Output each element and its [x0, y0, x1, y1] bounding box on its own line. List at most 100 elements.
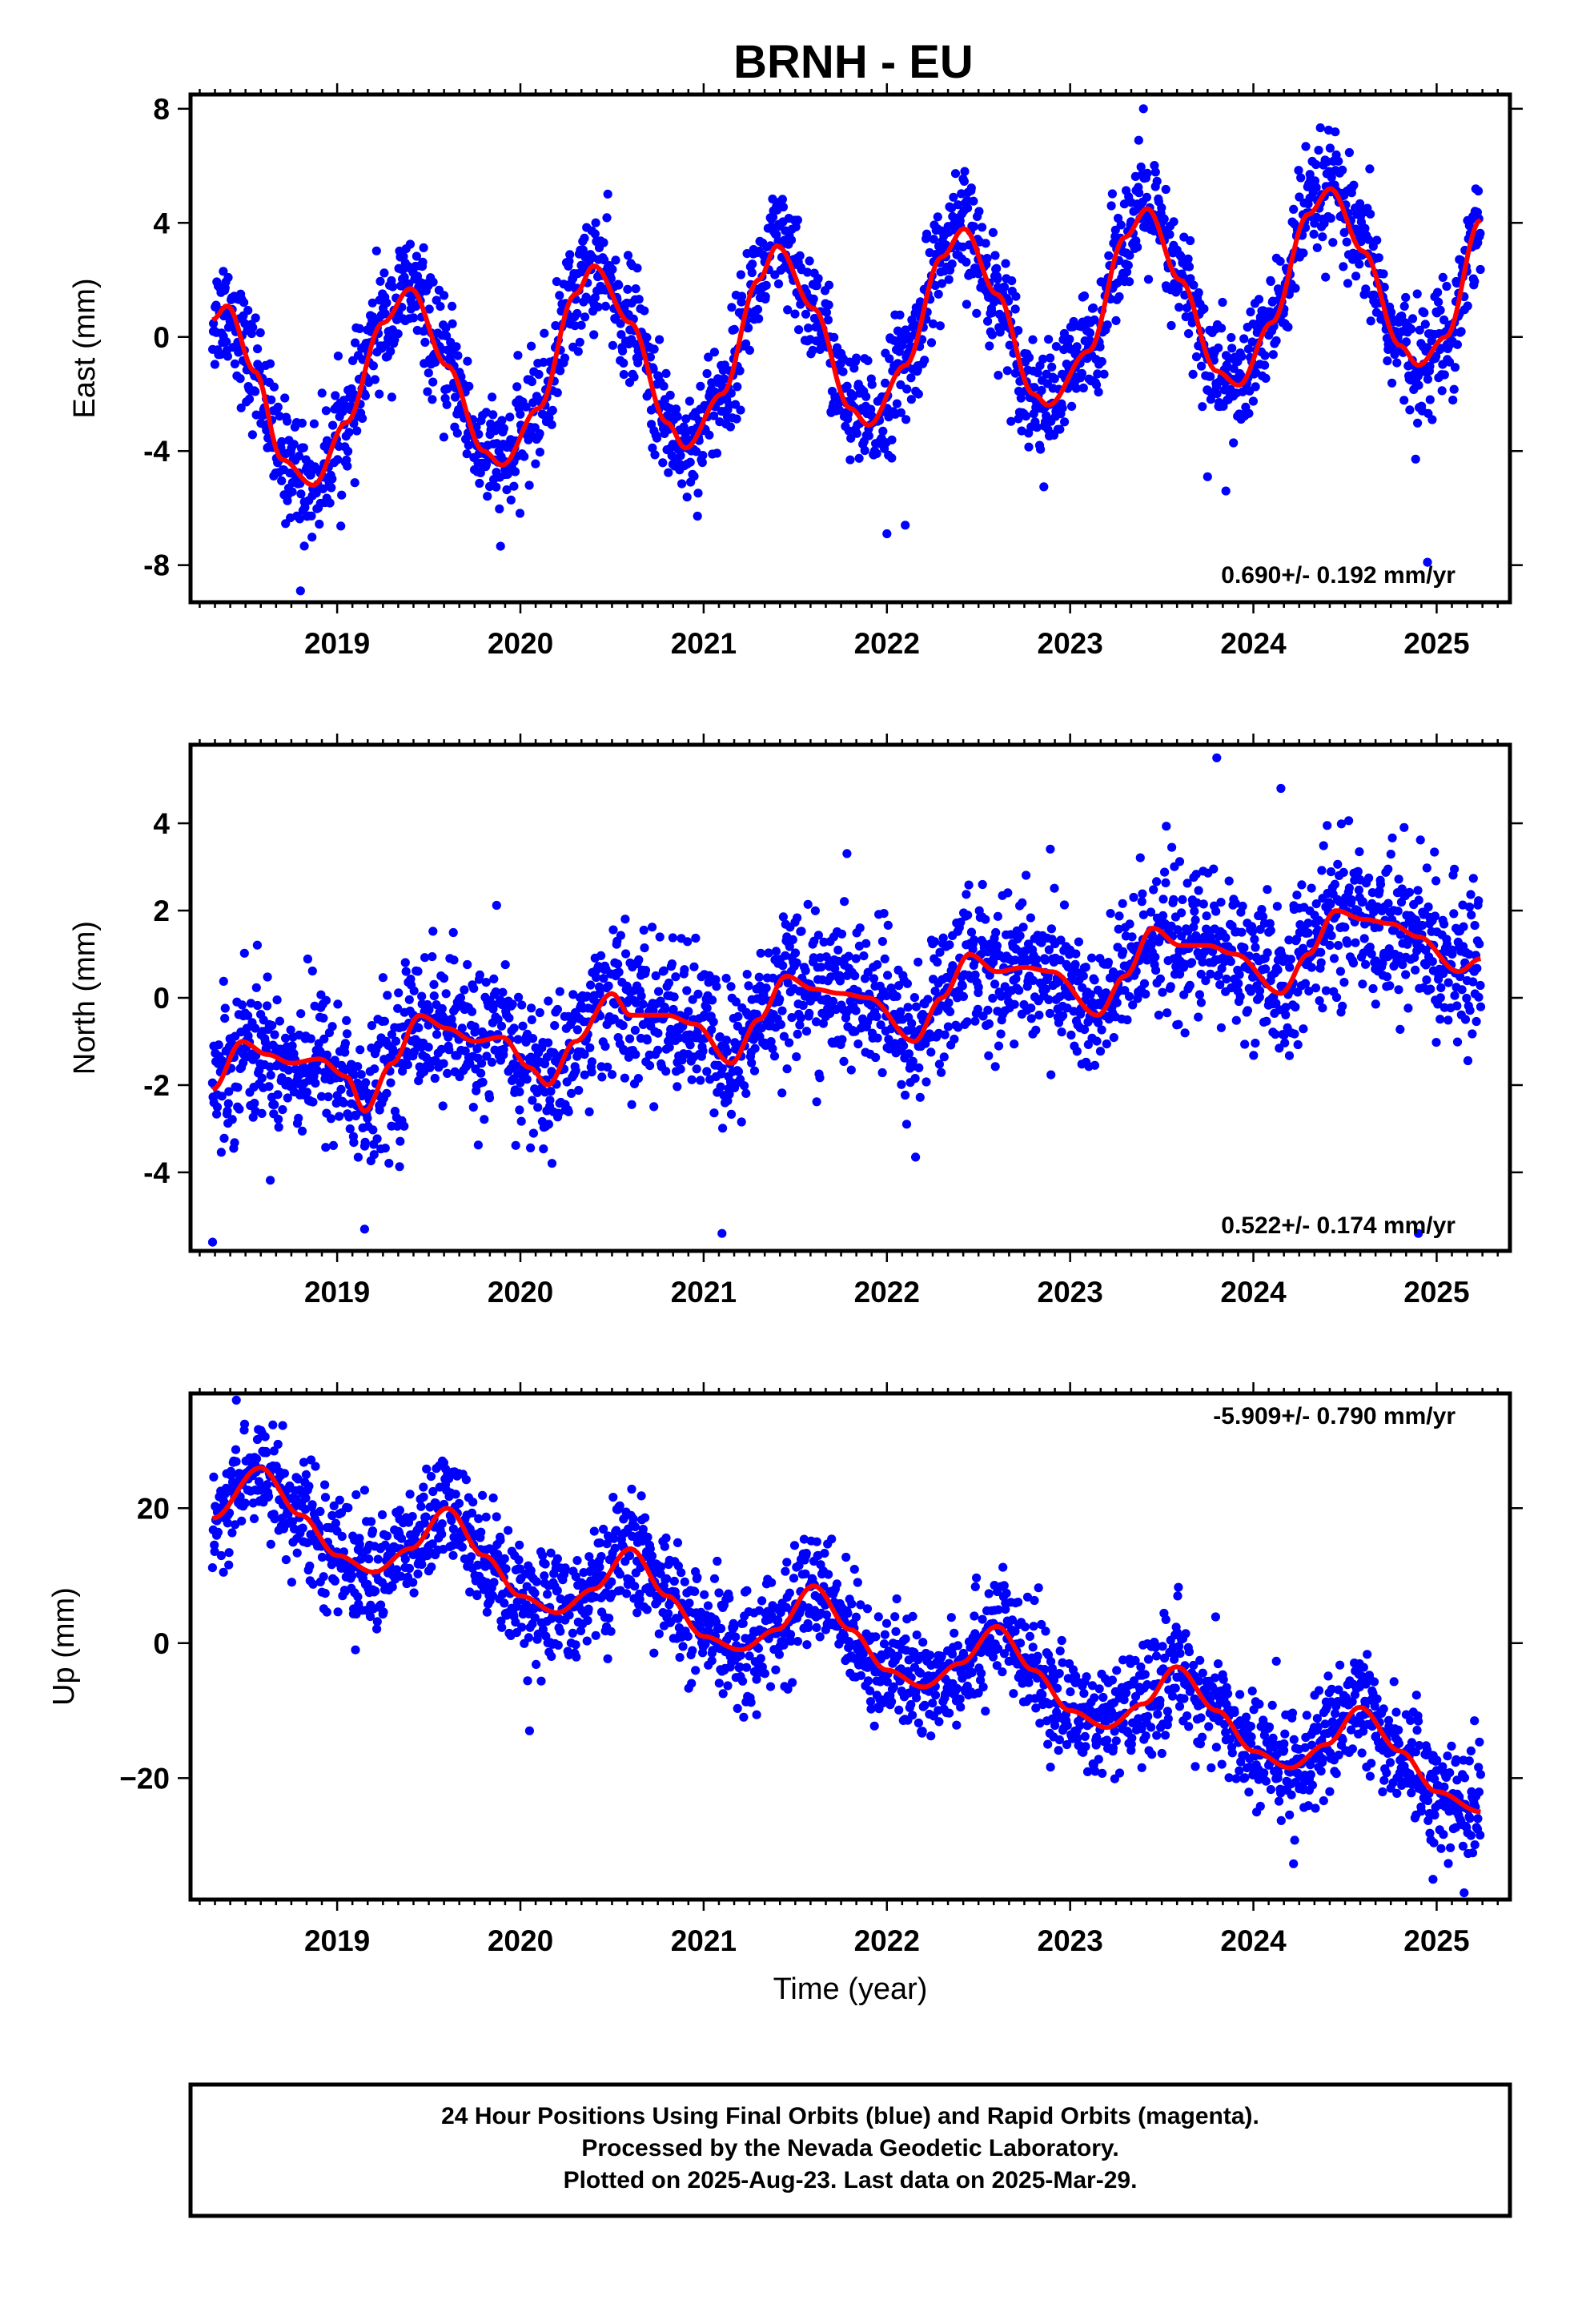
data-point	[1353, 866, 1363, 876]
data-point	[785, 1038, 794, 1047]
data-point	[1361, 284, 1371, 294]
data-point	[792, 958, 801, 967]
data-point	[299, 443, 308, 452]
data-point	[1102, 1039, 1111, 1049]
data-point	[248, 323, 258, 332]
data-point	[1403, 1003, 1413, 1013]
data-point	[990, 297, 999, 307]
data-point	[267, 395, 276, 404]
data-point	[480, 1115, 489, 1124]
data-point	[1447, 949, 1457, 959]
data-point	[611, 255, 620, 265]
data-point	[642, 332, 652, 342]
data-point	[526, 1143, 536, 1152]
data-point	[473, 1140, 484, 1150]
data-point	[1343, 939, 1352, 948]
data-point	[1104, 251, 1114, 260]
data-point	[535, 1007, 544, 1018]
data-point	[327, 483, 336, 493]
data-point	[987, 308, 997, 318]
data-point	[488, 392, 497, 402]
data-point	[1067, 401, 1077, 411]
data-point	[580, 312, 590, 322]
data-point	[801, 1027, 812, 1036]
data-point	[652, 433, 662, 443]
data-point	[621, 949, 631, 959]
data-point	[877, 1068, 887, 1078]
data-point	[804, 324, 813, 333]
data-point	[1442, 281, 1452, 292]
outlier-point	[1212, 753, 1222, 762]
data-point	[633, 1074, 644, 1084]
data-point	[253, 1000, 263, 1011]
data-point	[1448, 396, 1458, 405]
data-point	[296, 1009, 306, 1019]
data-point	[441, 989, 451, 999]
data-point	[685, 396, 695, 406]
data-point	[344, 428, 354, 437]
data-point	[576, 260, 586, 270]
data-point	[1166, 982, 1175, 991]
data-point	[1161, 878, 1170, 887]
data-point	[950, 169, 961, 179]
data-point	[808, 345, 817, 355]
data-point	[620, 915, 630, 924]
data-point	[881, 378, 890, 388]
data-point	[897, 1080, 906, 1089]
data-point	[1422, 975, 1431, 985]
data-point	[1237, 927, 1247, 937]
data-point	[1344, 883, 1354, 893]
data-point	[368, 1125, 378, 1135]
data-point	[901, 1090, 910, 1100]
data-point	[1011, 292, 1021, 301]
data-point	[307, 511, 316, 521]
data-point	[464, 381, 474, 391]
data-point	[1142, 192, 1151, 202]
data-point	[720, 360, 729, 370]
data-point	[1188, 369, 1198, 379]
data-point	[996, 1029, 1006, 1039]
data-point	[424, 1005, 434, 1015]
data-point	[599, 238, 608, 247]
data-point	[321, 406, 331, 416]
data-point	[795, 251, 805, 260]
data-point	[212, 1102, 223, 1112]
data-point	[351, 338, 360, 348]
data-point	[540, 328, 549, 338]
data-point	[603, 1062, 612, 1072]
data-point	[514, 992, 524, 1002]
data-point	[556, 366, 565, 376]
data-point	[216, 1148, 226, 1157]
data-point	[788, 935, 797, 944]
data-point	[1001, 259, 1010, 268]
data-point	[648, 923, 657, 932]
data-point	[1239, 334, 1249, 344]
data-point	[676, 451, 685, 460]
data-point	[720, 374, 729, 384]
data-point	[1094, 388, 1103, 397]
data-point	[237, 1000, 247, 1010]
data-point	[721, 974, 731, 983]
data-point	[1476, 980, 1485, 991]
data-point	[307, 533, 317, 542]
data-points	[208, 104, 1485, 596]
data-point	[269, 382, 279, 392]
data-point	[552, 388, 562, 397]
data-point	[639, 925, 648, 935]
data-point	[1214, 343, 1223, 353]
data-point	[1166, 320, 1176, 331]
data-point	[915, 1092, 925, 1102]
data-point	[251, 387, 260, 396]
data-point	[412, 251, 422, 261]
data-point	[463, 356, 472, 366]
data-point	[949, 192, 958, 202]
data-point	[1438, 272, 1447, 282]
data-point	[1033, 368, 1042, 378]
data-point	[309, 419, 319, 428]
data-point	[370, 375, 379, 384]
data-point	[793, 913, 802, 923]
data-point	[1275, 256, 1285, 266]
data-point	[790, 948, 801, 958]
data-point	[244, 394, 255, 404]
data-point	[472, 422, 481, 432]
